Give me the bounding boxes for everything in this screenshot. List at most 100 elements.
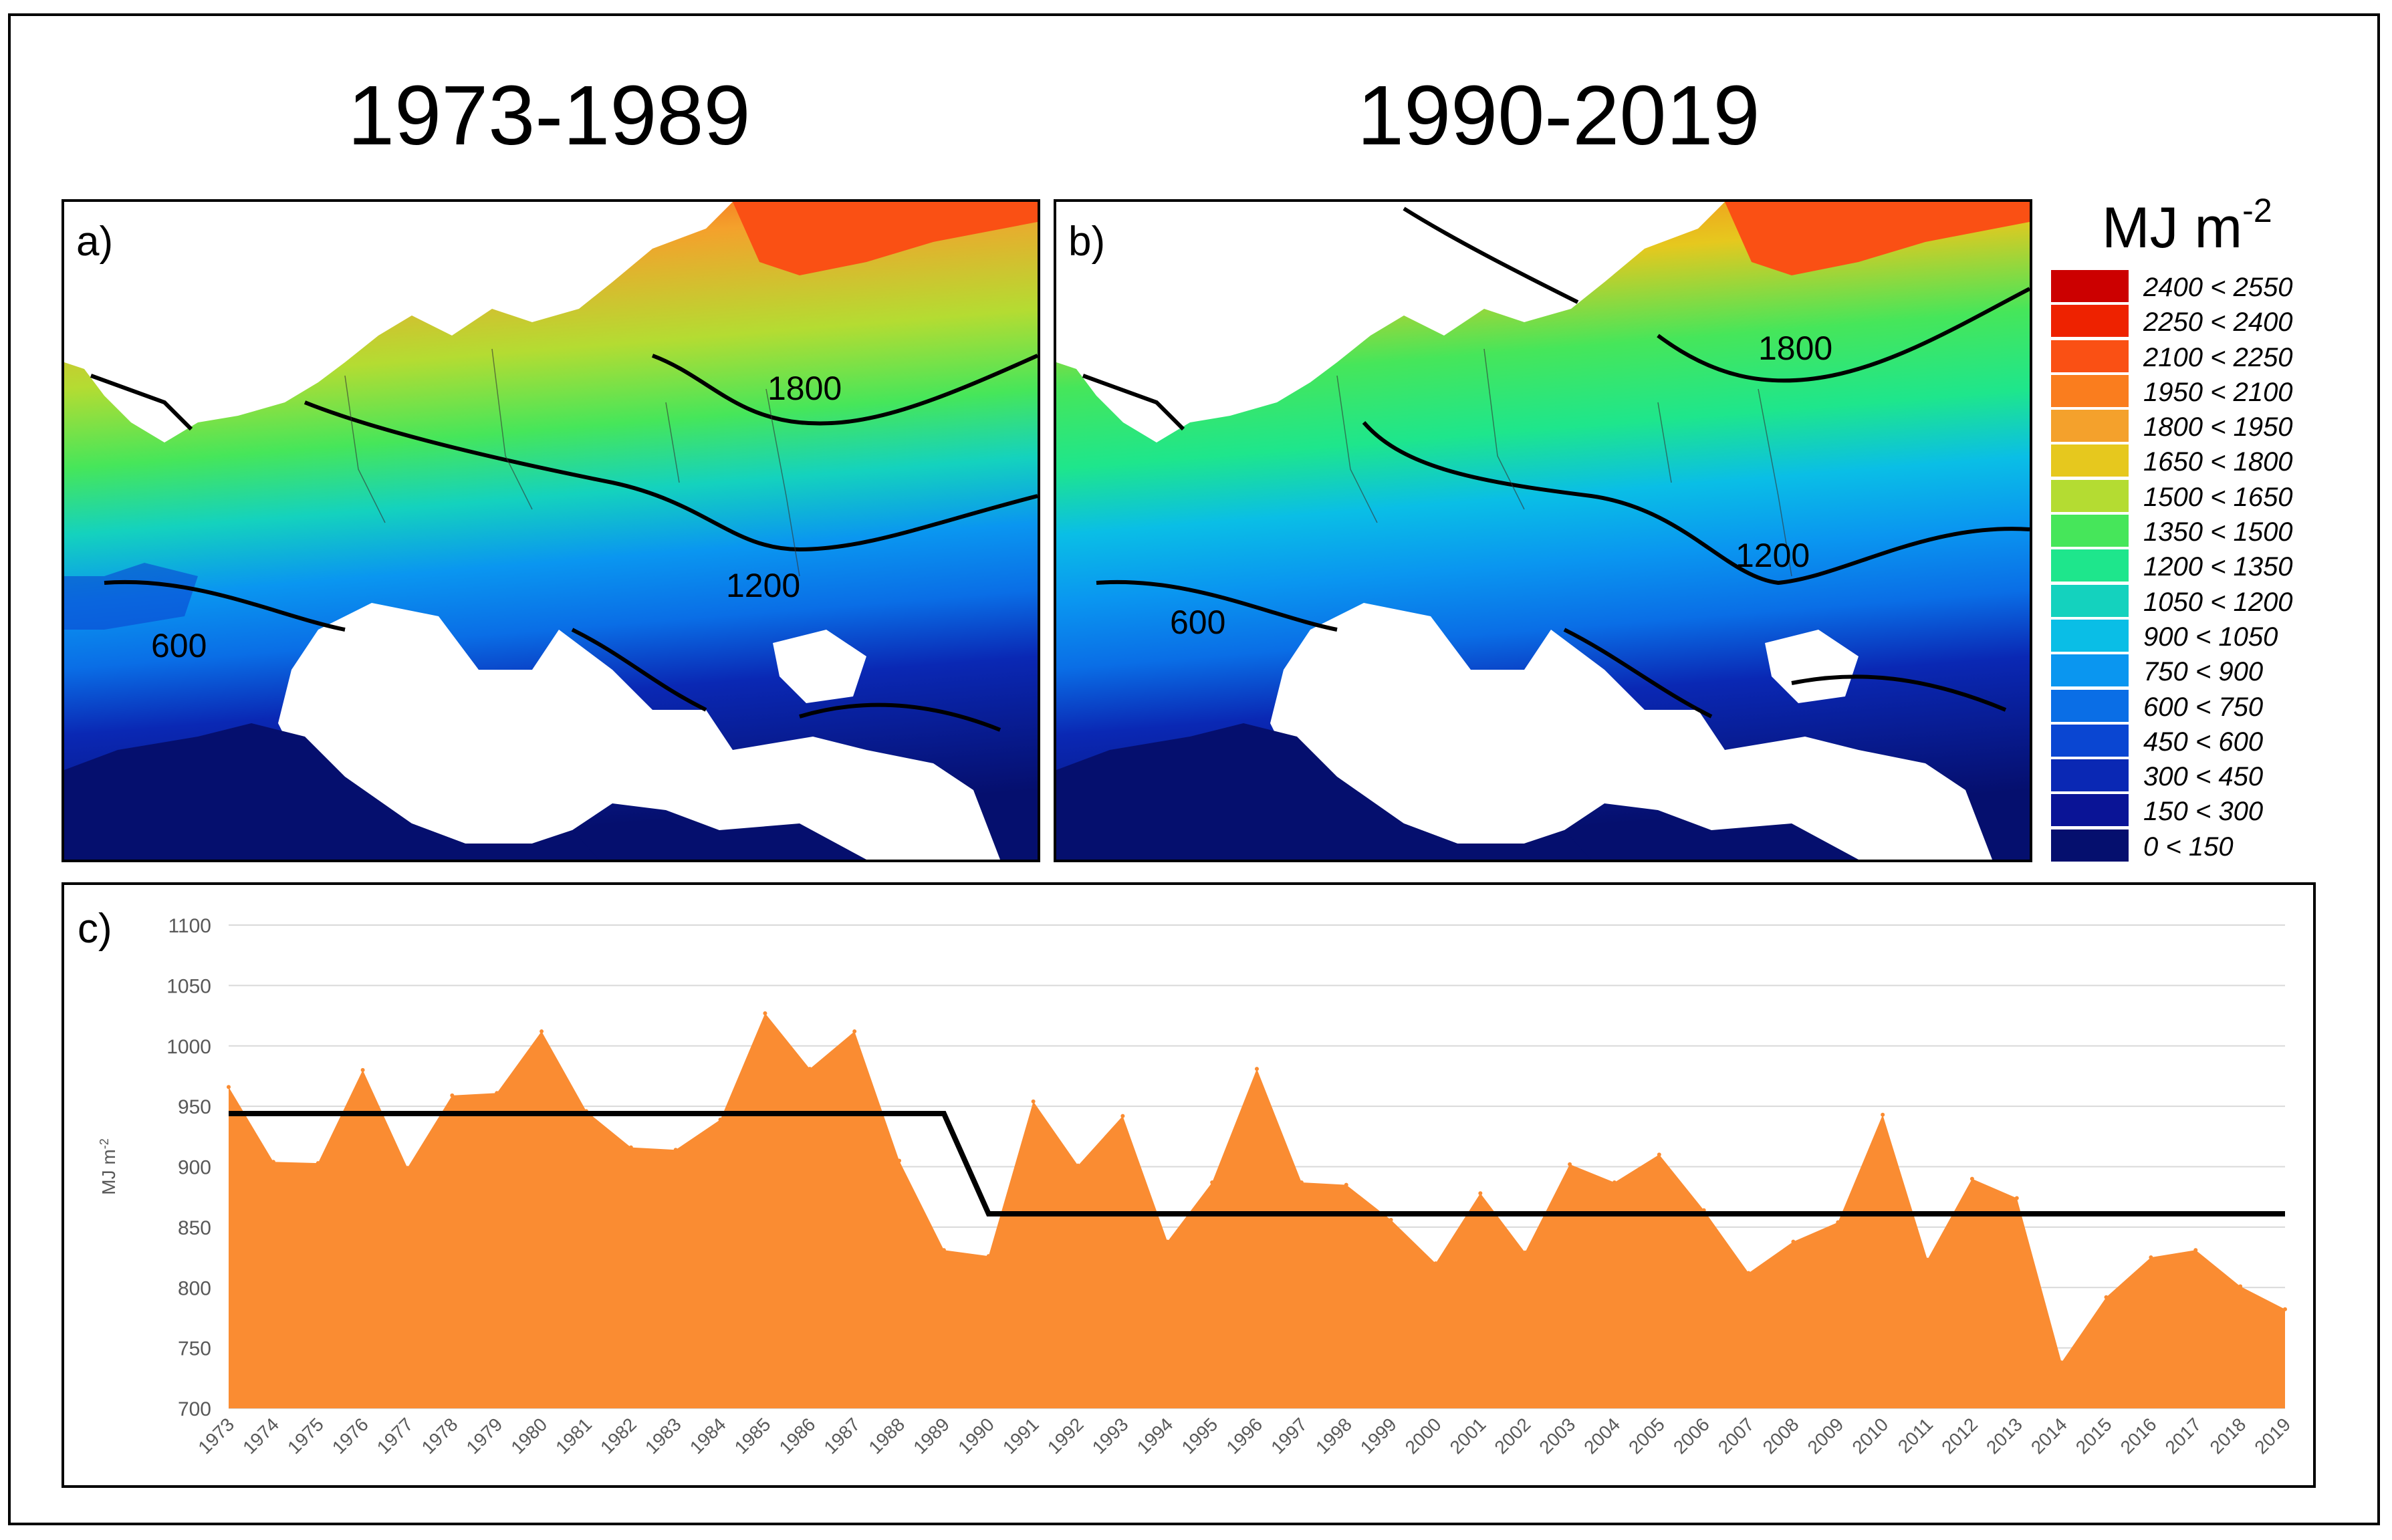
x-tick-label: 2017 — [2161, 1414, 2205, 1458]
legend-item: 300 < 450 — [2051, 758, 2365, 793]
x-tick-label: 2004 — [1580, 1414, 1624, 1458]
map-panel-b: b) 1800 1200 600 — [1054, 199, 2032, 862]
data-point — [540, 1029, 544, 1034]
map-b-north-africa — [1056, 723, 1591, 860]
map-b-label-1800: 1800 — [1758, 330, 1833, 367]
legend-item: 750 < 900 — [2051, 653, 2365, 688]
data-point — [1076, 1163, 1080, 1168]
x-tick-label: 1976 — [328, 1414, 372, 1458]
map-a-iberia-shade — [64, 563, 198, 630]
x-tick-label: 1990 — [954, 1414, 998, 1458]
legend-label: 1800 < 1950 — [2143, 412, 2293, 442]
x-tick-label: 2001 — [1446, 1414, 1490, 1458]
x-tick-label: 1997 — [1267, 1414, 1311, 1458]
data-point — [495, 1091, 499, 1096]
map-b-contour-1200 — [1082, 374, 2030, 586]
legend-item: 450 < 600 — [2051, 723, 2365, 758]
map-a-borders — [344, 348, 800, 577]
legend-swatch — [2051, 374, 2129, 407]
map-a-graphic — [64, 202, 1038, 860]
legend-swatch — [2051, 340, 2129, 372]
x-tick-label: 1978 — [418, 1414, 462, 1458]
data-point — [2283, 1307, 2287, 1311]
map-a-panel-label: a) — [76, 219, 114, 265]
data-point — [405, 1166, 410, 1170]
x-tick-label: 1975 — [283, 1414, 328, 1458]
map-b-contour-1800 — [1403, 207, 2030, 383]
x-tick-label: 2014 — [2027, 1414, 2071, 1458]
map-b-label-600: 600 — [1170, 604, 1226, 641]
x-tick-label: 2018 — [2205, 1414, 2250, 1458]
data-point — [1389, 1218, 1393, 1223]
legend-label: 1500 < 1650 — [2143, 482, 2293, 512]
y-tick-label: 850 — [178, 1217, 211, 1239]
data-point — [718, 1118, 723, 1122]
legend-label: 0 < 150 — [2143, 831, 2234, 862]
map-a-label-600: 600 — [151, 627, 207, 664]
legend-item: 2400 < 2550 — [2051, 269, 2365, 303]
legend-item: 600 < 750 — [2051, 688, 2365, 723]
data-point — [1523, 1250, 1528, 1255]
data-point — [941, 1248, 946, 1253]
x-tick-label: 2012 — [1937, 1414, 1982, 1458]
map-b-label-1200: 1200 — [1736, 537, 1810, 574]
x-tick-label: 1974 — [239, 1414, 283, 1458]
data-point — [1969, 1176, 1974, 1181]
title-period-2: 1990-2019 — [1357, 68, 1760, 162]
data-point — [1657, 1152, 1661, 1157]
legend-item: 0 < 150 — [2051, 828, 2365, 863]
data-point — [2149, 1255, 2153, 1260]
map-b-graphic — [1056, 202, 2030, 860]
data-point — [808, 1067, 812, 1071]
map-a-aegean — [773, 630, 866, 703]
x-tick-label: 2003 — [1535, 1414, 1579, 1458]
legend-item: 2250 < 2400 — [2051, 303, 2365, 338]
legend-item: 2100 < 2250 — [2051, 339, 2365, 374]
data-point — [1255, 1067, 1259, 1071]
legend-label: 1050 < 1200 — [2143, 587, 2293, 617]
x-tick-label: 1991 — [999, 1414, 1043, 1458]
map-a-contour-1800 — [651, 354, 1038, 426]
y-tick-label: 950 — [178, 1096, 211, 1118]
legend-swatch — [2051, 619, 2129, 652]
data-point — [1344, 1182, 1348, 1187]
x-tick-label: 1983 — [641, 1414, 685, 1458]
chart-panel-label: c) — [78, 906, 112, 952]
y-tick-label: 800 — [178, 1277, 211, 1299]
legend-label: 150 < 300 — [2143, 797, 2264, 827]
legend-label: 450 < 600 — [2143, 727, 2264, 757]
data-point — [2104, 1295, 2109, 1299]
legend-label: 2100 < 2250 — [2143, 342, 2293, 372]
legend-label: 600 < 750 — [2143, 692, 2264, 722]
data-point — [271, 1160, 275, 1164]
x-tick-label: 2015 — [2072, 1414, 2116, 1458]
legend-swatch — [2051, 724, 2129, 757]
x-tick-label: 1995 — [1177, 1414, 1221, 1458]
map-a-contour-600 — [104, 580, 1001, 732]
legend-item: 1650 < 1800 — [2051, 443, 2365, 478]
x-tick-label: 1985 — [731, 1414, 775, 1458]
legend-item: 1800 < 1950 — [2051, 408, 2365, 443]
legend-swatch — [2051, 305, 2129, 338]
data-point — [1210, 1180, 1215, 1184]
x-tick-label: 2000 — [1401, 1414, 1445, 1458]
data-point — [673, 1148, 678, 1152]
map-a-contour-1200 — [90, 374, 1038, 552]
x-tick-label: 1987 — [820, 1414, 864, 1458]
x-tick-label: 1994 — [1133, 1414, 1177, 1458]
legend-item: 150 < 300 — [2051, 793, 2365, 827]
legend-item: 900 < 1050 — [2051, 618, 2365, 653]
legend-swatch — [2051, 410, 2129, 442]
x-tick-label: 1992 — [1044, 1414, 1088, 1458]
map-a-north-sea — [64, 202, 733, 442]
map-a-atlantic — [64, 202, 251, 295]
legend-item: 1950 < 2100 — [2051, 374, 2365, 408]
data-point — [1299, 1180, 1304, 1184]
x-tick-label: 1984 — [686, 1414, 730, 1458]
color-legend: MJ m-2 2400 < 2550 2250 < 2400 2100 < 2250… — [2051, 192, 2385, 869]
map-a-scandinavia-top — [733, 202, 1038, 275]
period-mean-line — [229, 1110, 2285, 1216]
data-point — [1568, 1162, 1572, 1166]
y-axis-title-exponent: -2 — [98, 1138, 111, 1149]
legend-label: 1350 < 1500 — [2143, 517, 2293, 547]
